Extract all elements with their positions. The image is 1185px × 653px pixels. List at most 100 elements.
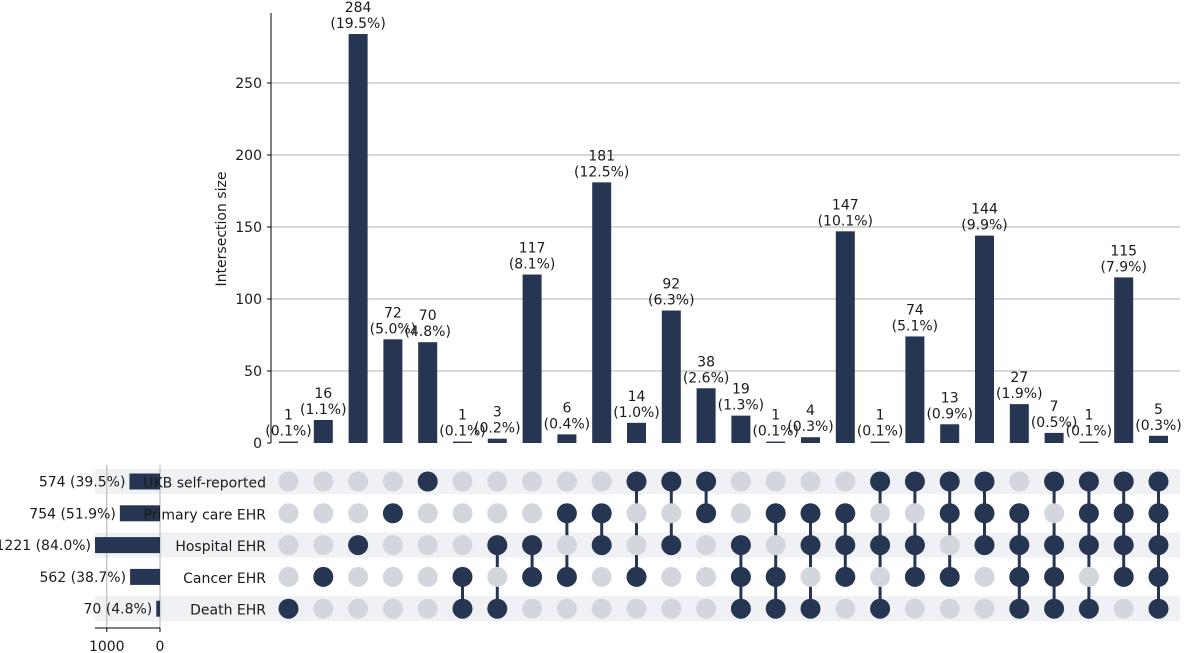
membership-dot-inactive — [835, 471, 856, 492]
membership-dot-active — [1148, 535, 1169, 556]
intersection-bar — [696, 388, 716, 443]
y-tick-label: 150 — [235, 220, 262, 236]
bar-value-label: 1 — [458, 408, 467, 424]
intersection-bar — [1009, 404, 1029, 443]
axes: 0 50 100 150 200 250 — [235, 13, 272, 452]
membership-dot-inactive — [382, 535, 403, 556]
bar-percent-label: (0.2%) — [474, 421, 521, 437]
bar-percent-label: (1.3%) — [718, 398, 765, 414]
membership-dot-active — [800, 598, 821, 619]
intersection-bar — [766, 441, 786, 443]
set-size-tick-label: 1000 — [89, 639, 125, 653]
membership-dot-active — [904, 535, 925, 556]
bar-percent-label: (8.1%) — [509, 257, 556, 273]
bar-percent-label: (0.1%) — [265, 424, 312, 440]
intersection-bar — [975, 235, 994, 443]
bar-percent-label: (5.1%) — [892, 318, 939, 334]
membership-dot-active — [974, 503, 995, 524]
membership-dot-active — [487, 535, 508, 556]
set-name-label: Primary care EHR — [144, 507, 267, 523]
membership-dot-inactive — [487, 503, 508, 524]
y-axis-label: Intersection size — [214, 172, 230, 287]
bar-value-label: 6 — [562, 400, 571, 416]
membership-dot-active — [730, 535, 751, 556]
membership-dot-inactive — [348, 503, 369, 524]
bar-percent-label: (0.5%) — [1031, 415, 1078, 431]
membership-dot-active — [313, 566, 334, 587]
set-size-bar — [129, 473, 160, 490]
membership-dot-inactive — [870, 503, 891, 524]
bar-value-label: 1 — [284, 408, 293, 424]
membership-dot-active — [1113, 566, 1134, 587]
membership-dot-inactive — [591, 566, 612, 587]
membership-dot-inactive — [800, 566, 821, 587]
membership-dot-active — [522, 566, 543, 587]
intersection-bar — [383, 339, 403, 443]
set-size-bar — [156, 600, 160, 617]
bar-labels: 1(0.1%)16(1.1%)284(19.5%)72(5.0%)70(4.8%… — [265, 0, 1182, 440]
bar-value-label: 19 — [732, 382, 750, 398]
membership-dot-active — [591, 535, 612, 556]
intersection-bar — [453, 441, 472, 443]
bar-value-label: 74 — [906, 302, 924, 318]
membership-dot-active — [696, 503, 717, 524]
membership-dot-active — [556, 566, 577, 587]
bar-percent-label: (0.1%) — [752, 424, 799, 440]
membership-dot-active — [452, 566, 473, 587]
bar-percent-label: (0.1%) — [857, 424, 904, 440]
membership-dot-active — [626, 566, 647, 587]
membership-dot-active — [1044, 535, 1065, 556]
bar-value-label: 70 — [419, 308, 437, 324]
membership-dot-active — [1044, 566, 1065, 587]
membership-dot-active — [835, 566, 856, 587]
membership-dot-inactive — [452, 503, 473, 524]
intersection-bar — [870, 441, 890, 443]
bar-percent-label: (7.9%) — [1100, 259, 1147, 275]
membership-dot-inactive — [730, 471, 751, 492]
membership-dot-inactive — [522, 598, 543, 619]
intersection-bar — [592, 182, 612, 444]
intersection-bar — [279, 441, 298, 443]
membership-dot-inactive — [487, 471, 508, 492]
bar-value-label: 92 — [662, 277, 680, 293]
membership-dot-inactive — [974, 598, 995, 619]
bar-percent-label: (12.5%) — [574, 164, 629, 180]
y-tick-label: 250 — [235, 76, 262, 92]
membership-dot-inactive — [730, 503, 751, 524]
bar-percent-label: (1.9%) — [996, 386, 1043, 402]
membership-dot-inactive — [626, 535, 647, 556]
membership-dot-active — [1148, 503, 1169, 524]
membership-dot-active — [939, 471, 960, 492]
membership-dot-active — [939, 503, 960, 524]
membership-dot-inactive — [382, 598, 403, 619]
y-tick-label: 100 — [235, 292, 262, 308]
intersection-bar — [661, 310, 681, 443]
membership-dot-active — [1078, 535, 1099, 556]
bar-percent-label: (0.4%) — [544, 416, 591, 432]
membership-dot-inactive — [904, 598, 925, 619]
membership-dot-active — [1078, 503, 1099, 524]
membership-dot-inactive — [313, 535, 334, 556]
membership-dot-inactive — [696, 598, 717, 619]
membership-dot-inactive — [487, 566, 508, 587]
membership-dot-inactive — [278, 535, 299, 556]
bar-value-label: 144 — [971, 202, 998, 218]
membership-dot-inactive — [348, 598, 369, 619]
membership-dot-inactive — [939, 535, 960, 556]
bar-value-label: 1 — [876, 408, 885, 424]
bar-percent-label: (6.3%) — [648, 293, 695, 309]
set-size-label: 562 (38.7%) — [40, 570, 127, 586]
bar-percent-label: (19.5%) — [330, 16, 385, 32]
membership-dot-inactive — [348, 566, 369, 587]
bar-percent-label: (1.0%) — [613, 405, 660, 421]
bar-value-label: 4 — [806, 403, 815, 419]
membership-dot-active — [1078, 471, 1099, 492]
bar-percent-label: (5.0%) — [370, 321, 417, 337]
membership-dot-active — [1009, 566, 1030, 587]
membership-dot-active — [417, 471, 438, 492]
membership-dot-active — [765, 503, 786, 524]
intersection-bar — [1149, 435, 1168, 443]
membership-dot-inactive — [1044, 503, 1065, 524]
bar-value-label: 284 — [345, 0, 372, 16]
